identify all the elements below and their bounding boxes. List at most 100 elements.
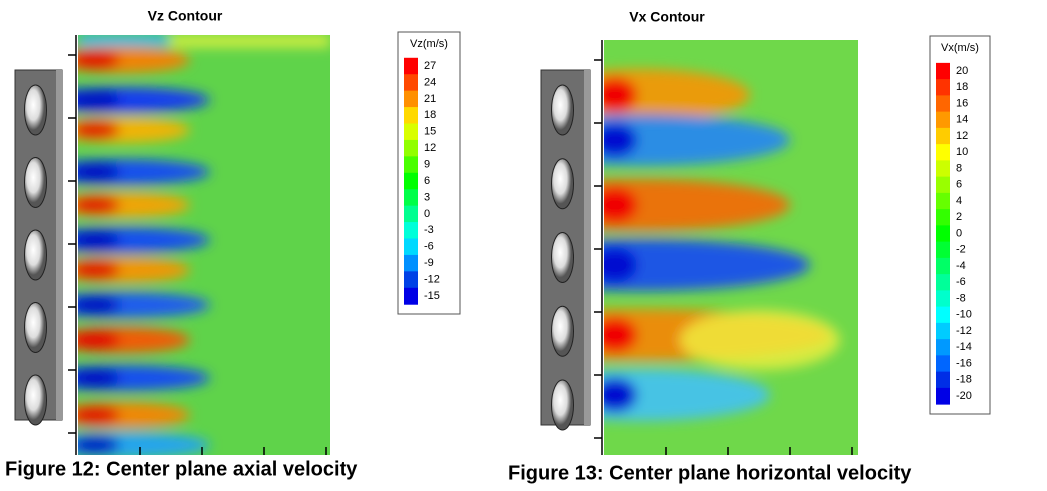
colorbar-swatch [936, 306, 950, 324]
colorbar-label: -15 [424, 290, 440, 302]
contour-region [78, 35, 168, 45]
colorbar-label: 9 [424, 158, 430, 170]
figure-title: Vz Contour [148, 8, 223, 24]
colorbar-label: 8 [956, 162, 962, 174]
contour-region [604, 114, 790, 166]
contour-region [78, 51, 120, 69]
panel-edge [584, 70, 590, 425]
contour-plot [604, 40, 858, 455]
colorbar-swatch [404, 172, 418, 190]
colorbar-swatch [404, 156, 418, 174]
contour-region [604, 369, 770, 421]
device-panel [540, 69, 591, 431]
contour-region [78, 231, 120, 249]
colorbar-swatch [404, 123, 418, 141]
contour-region [604, 239, 810, 291]
colorbar-label: 16 [956, 97, 968, 109]
colorbar-swatch [404, 107, 418, 124]
contour-region [170, 35, 330, 47]
colorbar-swatch [404, 74, 418, 92]
colorbar-label: -12 [956, 325, 972, 337]
colorbar-label: -6 [424, 241, 434, 253]
colorbar-label: -6 [956, 276, 966, 288]
colorbar-label: 24 [424, 76, 436, 88]
contour-region [78, 196, 120, 214]
contour-region [604, 69, 750, 121]
colorbar-label: 6 [424, 175, 430, 187]
opening [551, 232, 574, 283]
colorbar-label: 12 [956, 130, 968, 142]
colorbar-label: -16 [956, 357, 972, 369]
opening [24, 157, 47, 208]
contour-region [680, 310, 840, 370]
opening [551, 84, 574, 136]
contour-region [604, 179, 790, 231]
opening [24, 374, 47, 426]
figure-title: Vx Contour [629, 9, 705, 25]
contour-region [78, 369, 120, 387]
colorbar-label: -9 [424, 257, 434, 269]
opening [24, 302, 47, 353]
colorbar-swatch [404, 139, 418, 157]
contour-region [78, 261, 120, 279]
colorbar-label: 20 [956, 65, 968, 77]
colorbar-label: -12 [424, 273, 440, 285]
opening [24, 229, 47, 281]
colorbar-swatch [404, 189, 418, 207]
colorbar-swatch [936, 95, 950, 113]
colorbar-swatch [936, 339, 950, 356]
colorbar-label: 14 [956, 114, 968, 126]
colorbar-swatch [936, 111, 950, 129]
colorbar-swatch [936, 355, 950, 373]
opening [551, 158, 574, 210]
colorbar-label: 0 [956, 227, 962, 239]
colorbar-label: 6 [956, 179, 962, 191]
colorbar-swatch [936, 79, 950, 96]
contour-region [604, 123, 637, 157]
colorbar-swatch [936, 387, 950, 405]
colorbar-title: Vx(m/s) [941, 42, 979, 54]
figure-caption: Figure 13: Center plane horizontal veloc… [508, 462, 912, 484]
colorbar-swatch [936, 274, 950, 291]
colorbar-swatch [936, 209, 950, 226]
colorbar-swatch [936, 257, 950, 275]
colorbar-title: Vz(m/s) [410, 38, 448, 50]
colorbar-label: -8 [956, 292, 966, 304]
colorbar-swatch [404, 57, 418, 75]
panel-edge [56, 70, 62, 420]
colorbar-swatch [936, 144, 950, 161]
colorbar-label: -14 [956, 341, 972, 353]
colorbar-label: -2 [956, 244, 966, 256]
contour-region [78, 163, 120, 181]
colorbar-swatch [404, 90, 418, 108]
opening [24, 84, 47, 136]
colorbar-swatch [404, 205, 418, 223]
colorbar-swatch [936, 371, 950, 389]
contour-region [78, 91, 120, 109]
contour-region [604, 378, 637, 412]
colorbar-swatch [404, 271, 418, 289]
contour-region [78, 331, 120, 349]
contour-region [604, 248, 637, 282]
colorbar: Vx(m/s)20181614121086420-2-4-6-8-10-12-1… [929, 35, 991, 415]
colorbar-swatch [936, 322, 950, 340]
colorbar: Vz(m/s) 27 24 21 18 15 12 9 6 3 0 -3 -6 -9 -12 -15 [397, 31, 461, 315]
contour-region [604, 78, 637, 112]
contour-region [604, 188, 637, 222]
colorbar-label: 18 [956, 81, 968, 93]
colorbar-label: -20 [956, 390, 972, 402]
opening [551, 379, 574, 431]
figure-caption: Figure 12: Center plane axial velocity [5, 458, 358, 480]
colorbar-label: 18 [424, 109, 436, 121]
device-panel [14, 69, 63, 426]
contour-region [78, 436, 120, 454]
colorbar-swatch [936, 176, 950, 194]
contour-plot [78, 35, 330, 455]
colorbar-label: 10 [956, 146, 968, 158]
colorbar-swatch [936, 192, 950, 210]
contour-region [78, 406, 120, 424]
colorbar-swatch [936, 62, 950, 80]
colorbar-swatch [936, 290, 950, 308]
colorbar-label: 2 [956, 211, 962, 223]
